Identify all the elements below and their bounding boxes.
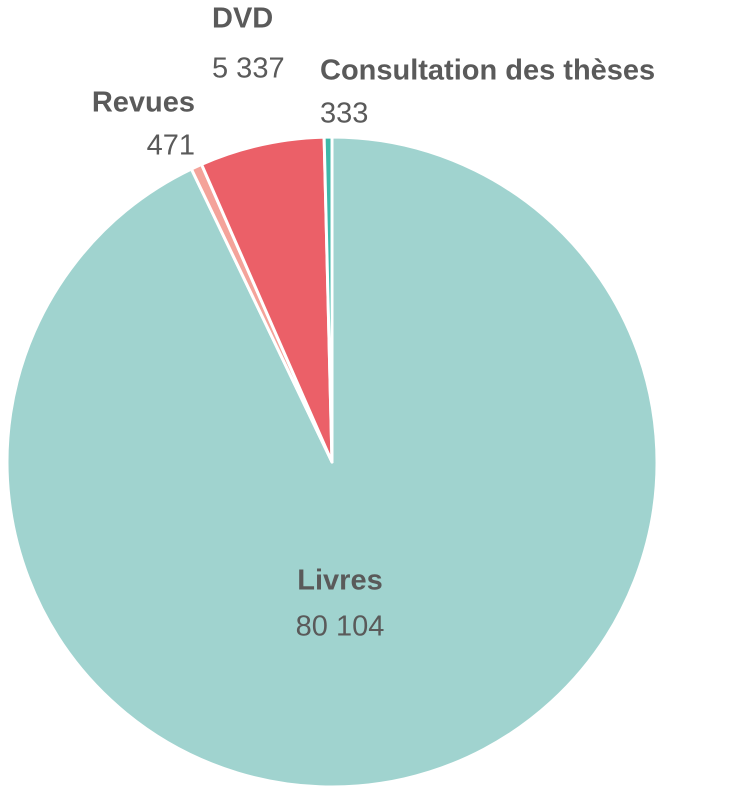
slice-value: 471	[147, 130, 195, 162]
slice-value: 80 104	[296, 611, 385, 643]
slice-label: Livres	[297, 565, 382, 597]
slice-label: Consultation des thèses	[320, 55, 655, 87]
slice-label: DVD	[212, 3, 273, 35]
slice-label: Revues	[92, 87, 195, 119]
slice-value: 5 337	[212, 53, 285, 85]
pie-slice	[322, 135, 334, 464]
pie-slice	[200, 135, 334, 464]
slice-value: 333	[320, 98, 368, 130]
